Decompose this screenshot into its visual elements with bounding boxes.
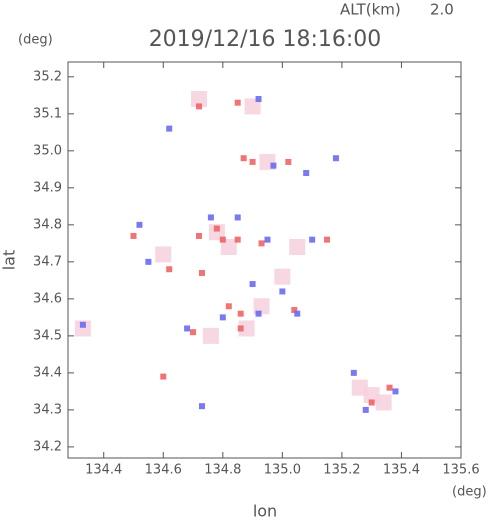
x-tick-label: 135.0 bbox=[264, 463, 301, 478]
echo-cell bbox=[285, 158, 292, 165]
y-unit: (deg) bbox=[18, 33, 53, 48]
y-tick-label: 34.8 bbox=[33, 217, 62, 232]
echo-cell bbox=[255, 96, 262, 103]
echo-cell bbox=[191, 91, 207, 108]
echo-cell bbox=[74, 320, 91, 337]
y-tick-label: 34.7 bbox=[33, 254, 62, 269]
echo-cell bbox=[253, 298, 270, 315]
echo-cell bbox=[362, 406, 369, 413]
echo-cell bbox=[386, 384, 393, 391]
echo-cell bbox=[279, 288, 286, 295]
echo-cell bbox=[166, 125, 173, 132]
echo-cell bbox=[219, 236, 226, 243]
echo-cell bbox=[289, 239, 306, 256]
echo-cell bbox=[130, 232, 137, 239]
echo-cell bbox=[258, 240, 265, 247]
echo-cell bbox=[244, 98, 261, 115]
x-tick-label: 135.2 bbox=[323, 463, 360, 478]
x-unit: (deg) bbox=[452, 485, 487, 500]
chart-title: 2019/12/16 18:16:00 bbox=[149, 27, 382, 52]
echo-cell bbox=[220, 239, 237, 256]
echo-cell bbox=[324, 236, 331, 243]
echo-cell bbox=[368, 399, 375, 406]
echo-cell bbox=[270, 162, 277, 169]
y-tick-label: 34.3 bbox=[33, 402, 62, 417]
echo-cell bbox=[184, 325, 191, 332]
echo-cell bbox=[190, 329, 197, 336]
echo-cell bbox=[207, 214, 214, 221]
echo-cell bbox=[196, 232, 202, 239]
echo-cell bbox=[332, 155, 339, 162]
y-tick-label: 34.5 bbox=[33, 328, 62, 343]
echo-cell bbox=[240, 155, 247, 162]
echo-cell bbox=[196, 103, 202, 110]
echo-cell bbox=[234, 214, 241, 221]
echo-cell bbox=[249, 281, 256, 288]
echo-cell bbox=[351, 379, 368, 396]
y-axis-label: lat bbox=[0, 250, 19, 271]
y-tick-label: 35.1 bbox=[33, 106, 62, 121]
altitude-label: ALT(km) bbox=[340, 1, 401, 19]
echo-cell bbox=[309, 236, 316, 243]
echo-cell bbox=[303, 170, 310, 177]
x-tick-label: 135.6 bbox=[442, 463, 479, 478]
y-tick-label: 34.2 bbox=[33, 439, 62, 454]
echo-cell bbox=[136, 221, 143, 228]
y-tick-label: 34.4 bbox=[33, 365, 62, 380]
echo-cell bbox=[392, 388, 399, 395]
x-tick-label: 134.4 bbox=[85, 463, 122, 478]
echo-cell bbox=[238, 320, 255, 337]
echo-cell bbox=[202, 327, 219, 344]
echo-cell bbox=[264, 236, 271, 243]
echo-cell bbox=[198, 403, 205, 410]
x-tick-label: 135.4 bbox=[383, 463, 420, 478]
echo-cell bbox=[145, 258, 152, 265]
echo-cell bbox=[294, 310, 301, 317]
echo-cell bbox=[155, 246, 172, 263]
echo-cell bbox=[166, 266, 173, 273]
x-axis-label: lon bbox=[253, 502, 277, 521]
echo-cell bbox=[234, 99, 241, 106]
echo-cell bbox=[291, 306, 298, 313]
echo-cell bbox=[208, 224, 225, 241]
x-tick-label: 134.6 bbox=[145, 463, 182, 478]
x-tick-label: 134.8 bbox=[204, 463, 241, 478]
echo-cell bbox=[225, 303, 232, 310]
y-tick-label: 34.9 bbox=[33, 180, 62, 195]
altitude: 2.0 bbox=[430, 1, 454, 19]
echo-cell bbox=[350, 369, 357, 376]
echo-cell bbox=[160, 373, 167, 380]
plot-frame bbox=[67, 61, 462, 459]
y-tick-label: 35.0 bbox=[33, 143, 62, 158]
echo-cell bbox=[237, 310, 244, 317]
y-tick-label: 35.2 bbox=[33, 69, 62, 84]
echo-cell bbox=[255, 310, 262, 317]
y-tick-label: 34.6 bbox=[33, 291, 62, 306]
echo-cell bbox=[213, 225, 220, 232]
echo-cell bbox=[249, 158, 256, 165]
echo-cell bbox=[234, 236, 241, 243]
echo-cell bbox=[198, 269, 205, 276]
echo-cell bbox=[79, 321, 86, 328]
echo-cell bbox=[375, 394, 392, 411]
echo-cell bbox=[237, 325, 244, 332]
echo-cell bbox=[274, 268, 291, 285]
echo-cell bbox=[219, 314, 226, 321]
